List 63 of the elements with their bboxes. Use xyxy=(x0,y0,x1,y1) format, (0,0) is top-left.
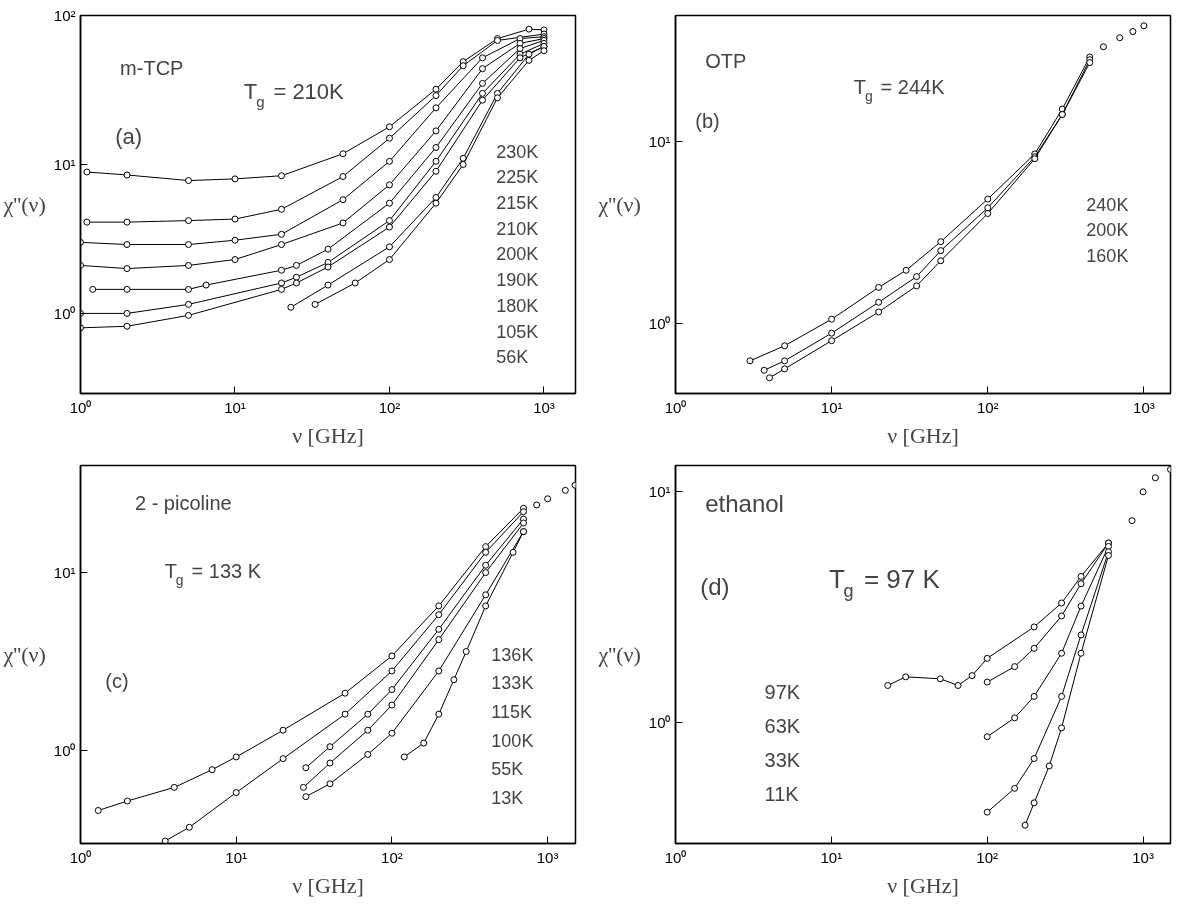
x-axis-title: ν [GHz] xyxy=(292,872,364,898)
annotation: 210K xyxy=(496,218,539,239)
annotation: (d) xyxy=(700,572,730,600)
x-tick-label: 10¹ xyxy=(224,398,246,416)
annotation: 180K xyxy=(496,295,539,316)
annotation: 200K xyxy=(496,244,539,265)
y-tick-label: 10⁰ xyxy=(648,714,671,732)
annotation: 97K xyxy=(764,681,801,704)
y-axis-title: χ''(ν) xyxy=(2,192,46,217)
annotation: 136K xyxy=(491,644,534,665)
y-axis-title: χ''(ν) xyxy=(597,642,641,667)
x-tick-label: 10¹ xyxy=(225,848,248,866)
annotation: 105K xyxy=(496,321,539,342)
x-tick-label: 10³ xyxy=(1132,848,1154,866)
annotation: ethanol xyxy=(705,489,784,517)
annotation: 240K xyxy=(1086,194,1129,215)
y-tick-label: 10⁰ xyxy=(53,741,76,759)
y-tick-label: 10¹ xyxy=(648,132,671,150)
y-tick-label: 10¹ xyxy=(53,564,76,582)
x-tick-label: 10¹ xyxy=(820,398,843,416)
annotation: 63K xyxy=(764,715,801,738)
y-axis-title: χ''(ν) xyxy=(2,642,46,667)
annotation: 200K xyxy=(1086,220,1129,241)
annotation: 133K xyxy=(491,673,534,694)
annotation: 56K xyxy=(496,347,529,368)
x-tick-label: 10⁰ xyxy=(69,398,92,416)
x-tick-label: 10² xyxy=(976,848,999,866)
annotation: (b) xyxy=(695,110,720,133)
y-axis-title: χ''(ν) xyxy=(597,192,641,217)
annotation: 215K xyxy=(496,192,539,213)
x-tick-label: 10³ xyxy=(1133,398,1155,416)
annotation: 230K xyxy=(496,141,539,162)
annotation: 225K xyxy=(496,167,539,188)
annotation: 115K xyxy=(491,701,533,722)
annotation: m-TCP xyxy=(120,57,184,80)
x-axis-title: ν [GHz] xyxy=(292,422,364,448)
x-tick-label: 10² xyxy=(976,398,999,416)
annotation: (c) xyxy=(105,669,129,692)
x-tick-label: 10³ xyxy=(536,848,559,866)
x-tick-label: 10⁰ xyxy=(69,848,92,866)
x-tick-label: 10³ xyxy=(533,398,555,416)
x-tick-label: 10⁰ xyxy=(664,398,687,416)
y-tick-label: 10¹ xyxy=(53,155,76,173)
x-axis-title: ν [GHz] xyxy=(887,872,959,898)
x-tick-label: 10² xyxy=(381,848,403,866)
y-tick-label: 10² xyxy=(53,7,76,24)
annotation: 100K xyxy=(491,730,534,751)
y-tick-label: 10⁰ xyxy=(53,304,76,322)
x-tick-label: 10¹ xyxy=(820,848,843,866)
annotation: OTP xyxy=(705,49,747,72)
annotation: 11K xyxy=(764,783,800,806)
annotation: 13K xyxy=(491,788,524,809)
x-axis-title: ν [GHz] xyxy=(887,422,959,448)
y-tick-label: 10¹ xyxy=(648,483,671,501)
annotation: 2 - picoline xyxy=(134,492,232,515)
x-tick-label: 10² xyxy=(378,398,401,416)
annotation: 190K xyxy=(496,270,539,291)
annotation: 33K xyxy=(764,749,801,772)
annotation: 55K xyxy=(491,759,524,780)
annotation: (a) xyxy=(115,123,143,149)
x-tick-label: 10⁰ xyxy=(664,848,687,866)
annotation: 160K xyxy=(1086,245,1129,266)
y-tick-label: 10⁰ xyxy=(648,314,671,332)
